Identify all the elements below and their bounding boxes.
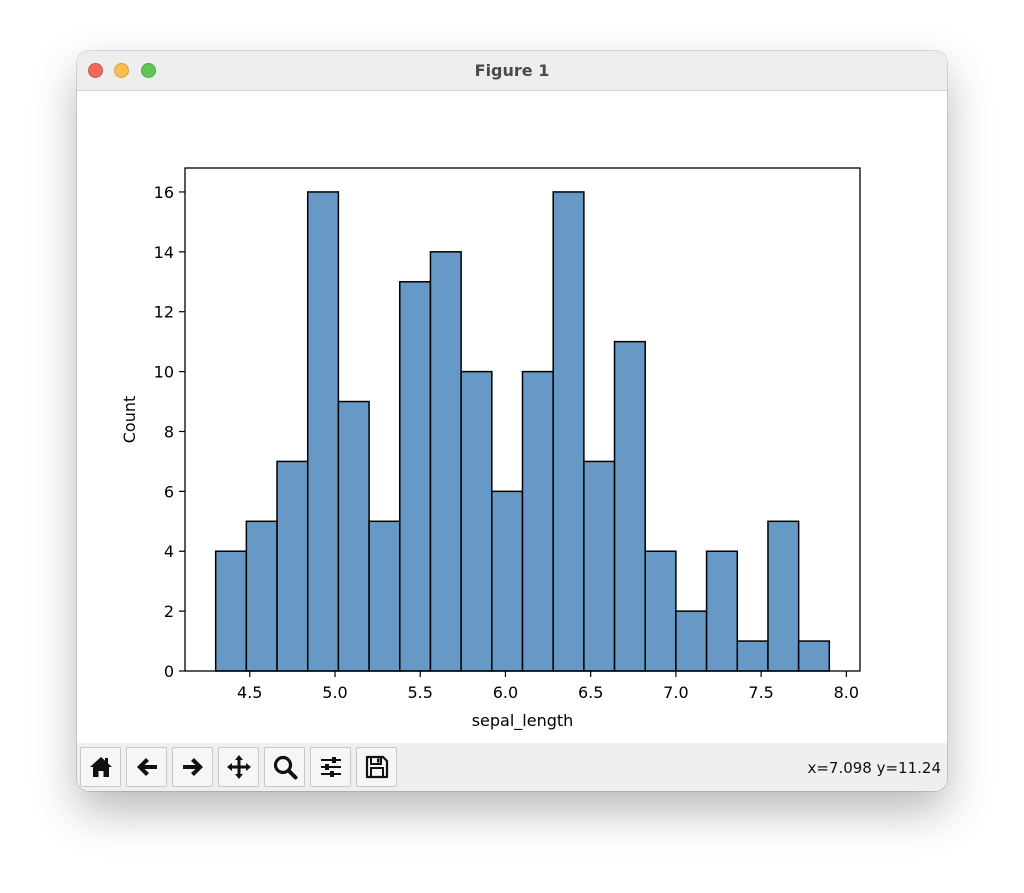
cursor-coordinates: x=7.098 y=11.24 (807, 759, 941, 777)
close-window-button[interactable] (88, 63, 103, 78)
arrow-right-icon (182, 758, 203, 776)
move-icon (226, 755, 251, 779)
y-tick-label: 12 (154, 303, 174, 322)
x-tick-label: 5.5 (408, 683, 433, 702)
histogram-bar (797, 640, 831, 672)
histogram-bar (644, 550, 677, 672)
y-tick-label: 6 (164, 482, 174, 501)
y-tick-label: 8 (164, 422, 174, 441)
y-axis-label: Count (120, 396, 139, 444)
x-tick-label: 6.0 (493, 683, 518, 702)
configure-subplots-button[interactable] (310, 747, 351, 787)
y-tick-label: 10 (154, 363, 174, 382)
minimize-window-button[interactable] (114, 63, 129, 78)
x-tick-label: 4.5 (237, 683, 262, 702)
histogram-bar (368, 520, 401, 672)
histogram-bar (245, 520, 278, 672)
histogram-bar (767, 520, 800, 672)
home-icon (89, 757, 112, 777)
zoom-button[interactable] (264, 747, 305, 787)
x-tick-label: 8.0 (834, 683, 859, 702)
histogram-bar (460, 370, 493, 672)
histogram-bar (675, 610, 708, 672)
window-title: Figure 1 (474, 61, 550, 80)
title-bar: Figure 1 (77, 51, 947, 91)
x-tick-label: 6.5 (578, 683, 603, 702)
histogram-bar (736, 640, 769, 672)
axes-frame (184, 167, 861, 672)
histogram-bar (337, 400, 370, 672)
x-tick-label: 5.0 (322, 683, 347, 702)
save-button[interactable] (356, 747, 397, 787)
y-tick-label: 14 (154, 243, 174, 262)
back-button[interactable] (126, 747, 167, 787)
histogram-bar (705, 550, 739, 672)
histogram-chart: 4.5 5.0 5.5 6.0 6.5 7.0 7.5 8.0 0 2 4 6 8 10 12 14 16 s… (120, 167, 861, 731)
x-tick-label: 7.0 (663, 683, 688, 702)
histogram-bar (276, 460, 309, 672)
y-tick-label: 0 (164, 662, 174, 681)
y-tick-label: 4 (164, 542, 174, 561)
figure-window: Figure 1 4.5 5.0 5.5 6.0 6.5 7.0 7.5 8.0 0 2 4 6 8 1… (77, 51, 947, 791)
histogram-bar (552, 191, 585, 672)
navigation-toolbar: x=7.098 y=11.24 (77, 743, 947, 791)
histogram-bar (306, 191, 340, 672)
x-axis-label: sepal_length (472, 711, 574, 731)
y-tick-label: 16 (154, 183, 174, 202)
histogram-bar (583, 460, 616, 672)
sliders-icon (320, 757, 341, 777)
histogram-bar (521, 370, 554, 672)
histogram-bar (429, 251, 462, 672)
maximize-window-button[interactable] (141, 63, 156, 78)
floppy-disk-icon (365, 755, 388, 779)
arrow-left-icon (136, 758, 157, 776)
pan-button[interactable] (218, 747, 259, 787)
forward-button[interactable] (172, 747, 213, 787)
histogram-bar (399, 281, 432, 672)
x-tick-label: 7.5 (748, 683, 773, 702)
home-button[interactable] (80, 747, 121, 787)
histogram-bar (214, 550, 248, 672)
histogram-bar (613, 340, 646, 672)
histogram-bar (491, 490, 524, 672)
figure-canvas[interactable]: 4.5 5.0 5.5 6.0 6.5 7.0 7.5 8.0 0 2 4 6 8 10 12 14 16 s… (77, 91, 947, 743)
magnifier-icon (273, 755, 297, 780)
y-tick-label: 2 (164, 602, 174, 621)
